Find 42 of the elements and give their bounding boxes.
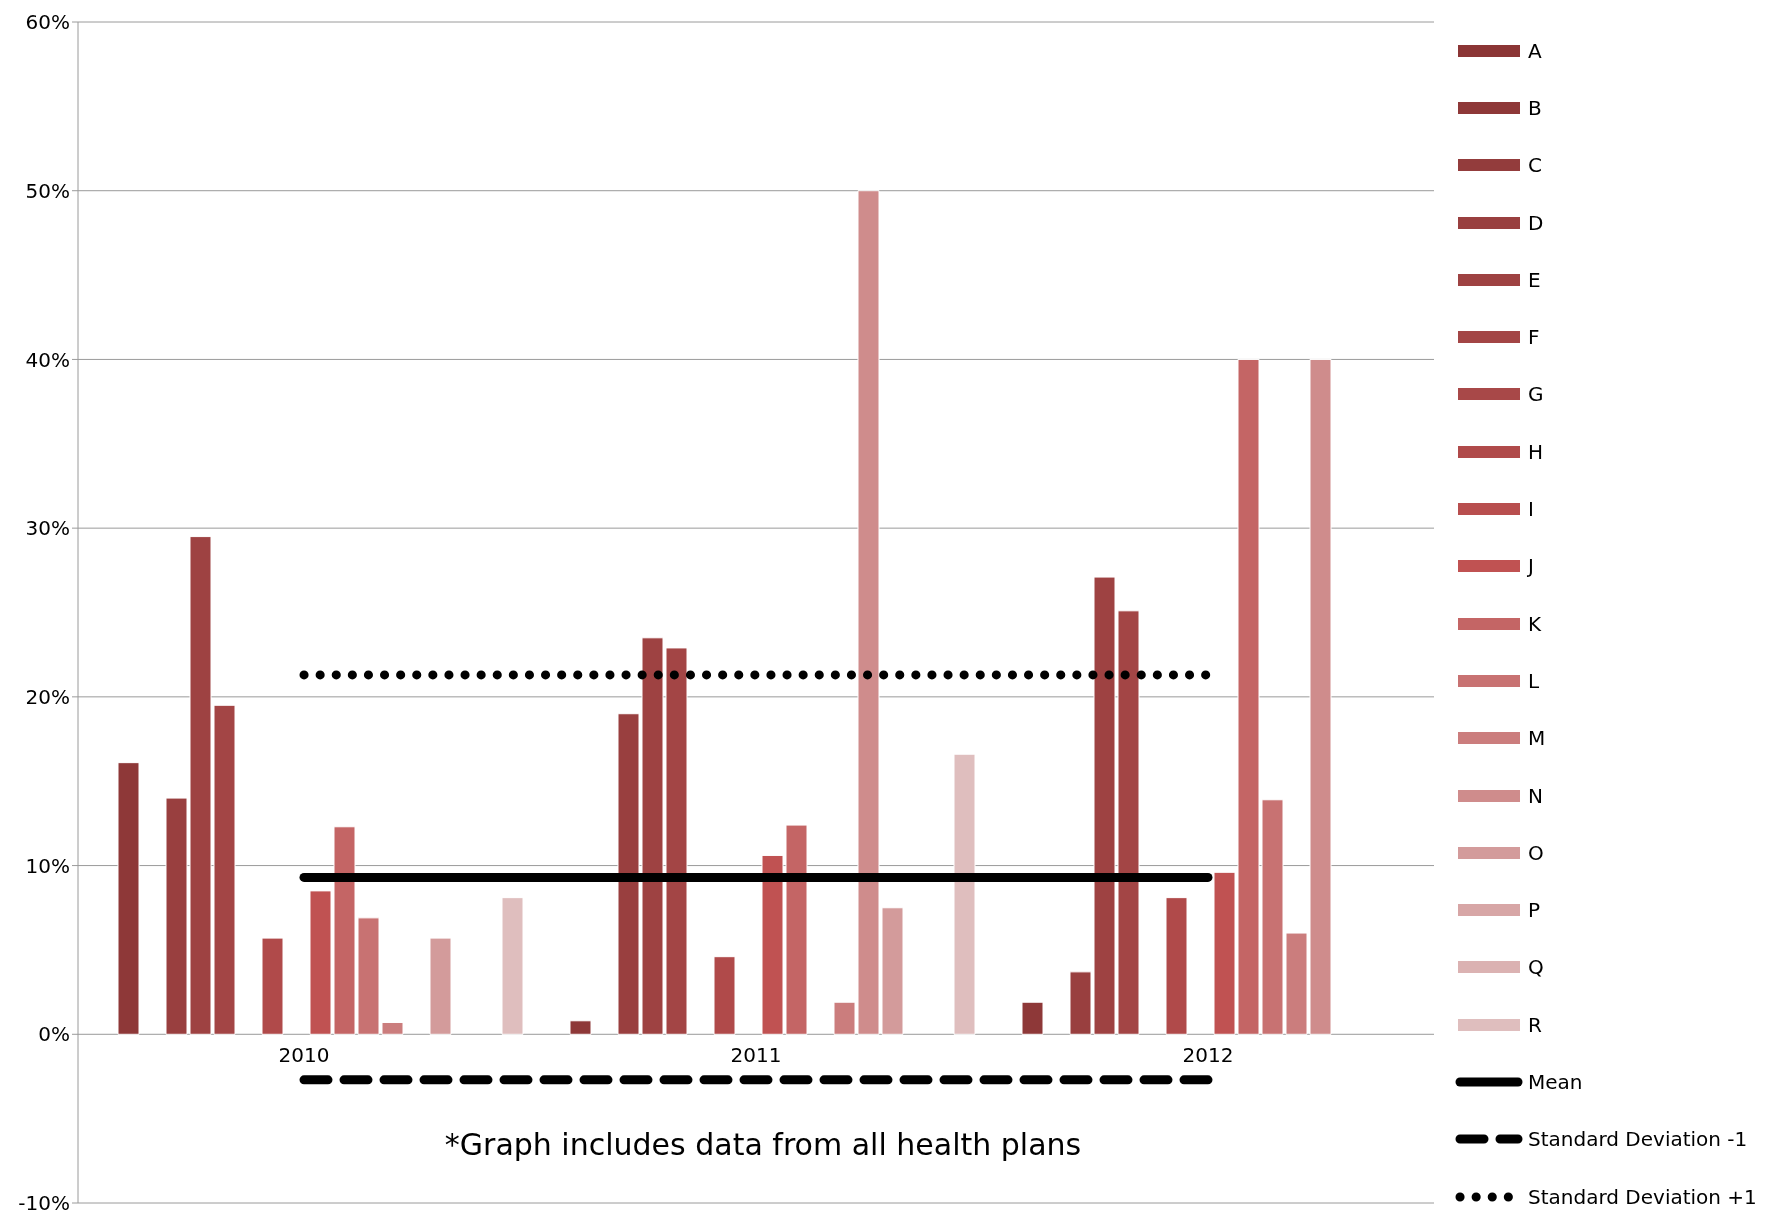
legend-label: Standard Deviation +1 [1528, 1184, 1757, 1209]
y-tick-label: 40% [25, 347, 70, 372]
bar [117, 762, 140, 1035]
bar [953, 753, 976, 1035]
y-tick-label: 50% [25, 178, 70, 203]
legend-label: K [1528, 611, 1542, 636]
legend-label: C [1528, 153, 1542, 178]
legend-label: A [1528, 38, 1542, 63]
legend-label: R [1528, 1012, 1542, 1037]
y-tick-label: 60% [25, 10, 70, 35]
x-tick-label: 2010 [278, 1043, 330, 1068]
bar [261, 937, 284, 1035]
legend-label: E [1528, 267, 1541, 292]
legend-label: P [1528, 898, 1541, 923]
y-tick-label: 30% [25, 516, 70, 541]
y-tick-label: 0% [38, 1022, 70, 1047]
legend-label: M [1528, 726, 1546, 751]
legend-label: J [1528, 554, 1534, 579]
y-tick-label: 20% [25, 684, 70, 709]
legend-label: B [1528, 95, 1542, 120]
bar [713, 956, 736, 1035]
bar [1021, 1001, 1044, 1035]
bar [569, 1020, 592, 1035]
legend-label: F [1528, 325, 1540, 350]
y-tick-label: 10% [25, 853, 70, 878]
annotation: *Graph includes data from all health plans [443, 1127, 1083, 1163]
y-tick-label: -10% [18, 1191, 70, 1216]
bar [429, 937, 452, 1035]
legend-label: Mean [1528, 1069, 1583, 1094]
legend-label: L [1528, 668, 1540, 693]
legend-label: I [1528, 497, 1534, 522]
x-tick-label: 2012 [1182, 1043, 1234, 1068]
legend-label: Q [1528, 955, 1544, 980]
legend-label: H [1528, 439, 1544, 464]
bar [1165, 897, 1188, 1035]
bar [501, 897, 524, 1035]
legend-label: Standard Deviation -1 [1528, 1127, 1748, 1152]
legend-label: G [1528, 382, 1544, 407]
x-tick-label: 2011 [730, 1043, 782, 1068]
legend-label: O [1528, 840, 1544, 865]
legend-label: N [1528, 783, 1543, 808]
legend-label: D [1528, 210, 1544, 235]
